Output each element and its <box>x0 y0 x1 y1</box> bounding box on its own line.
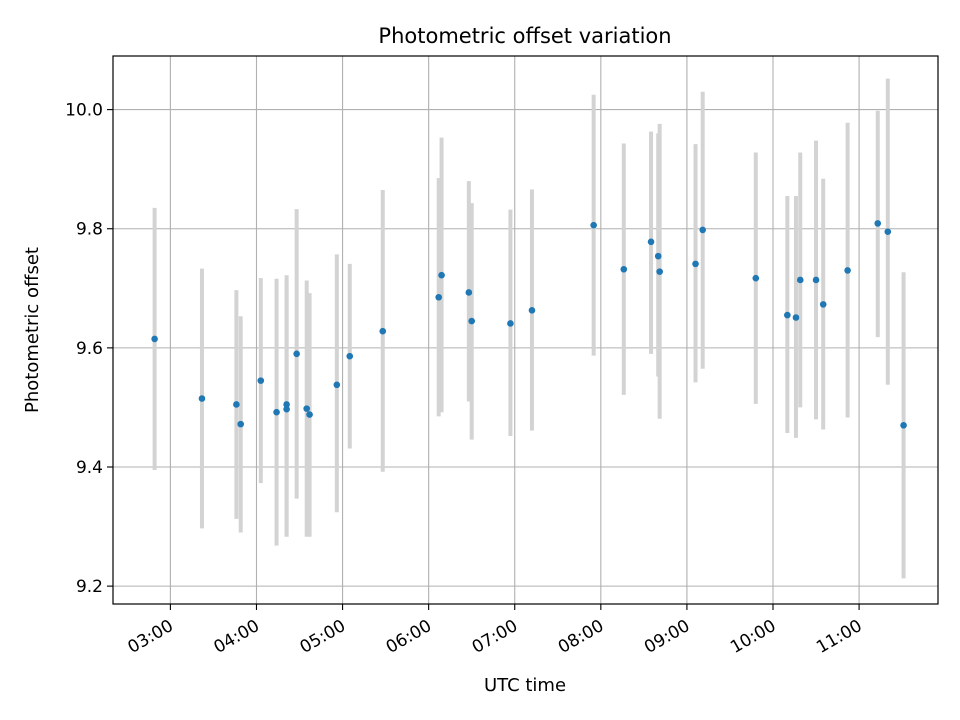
data-point <box>333 381 341 389</box>
data-point <box>237 420 244 428</box>
data-point <box>465 289 473 296</box>
data-point <box>647 238 655 246</box>
data-point <box>819 301 827 308</box>
data-point <box>438 271 445 279</box>
data-points <box>151 220 907 429</box>
y-tick-label: 9.2 <box>76 577 103 597</box>
y-tick-label: 10.0 <box>65 101 103 121</box>
data-point <box>379 327 387 335</box>
data-point <box>620 265 628 273</box>
data-point <box>293 350 300 358</box>
data-point <box>692 260 699 268</box>
data-point <box>198 395 206 402</box>
data-point <box>699 226 706 234</box>
data-point <box>792 314 800 321</box>
data-point <box>233 401 240 408</box>
data-point <box>784 311 791 319</box>
data-point <box>283 401 290 408</box>
data-point <box>654 252 662 260</box>
x-axis-label: UTC time <box>484 675 566 696</box>
data-point <box>796 276 804 284</box>
data-point <box>656 268 663 275</box>
data-point <box>303 405 310 412</box>
data-point <box>283 405 290 413</box>
data-point <box>844 267 851 274</box>
data-point <box>151 335 158 343</box>
data-point <box>306 411 313 418</box>
data-point <box>884 228 892 236</box>
data-point <box>468 317 475 325</box>
data-point <box>507 320 514 327</box>
plot-frame <box>112 55 939 605</box>
data-point <box>435 293 442 301</box>
y-tick-label: 9.6 <box>76 339 103 359</box>
data-point <box>812 276 820 284</box>
data-point <box>257 377 265 384</box>
chart-title: Photometric offset variation <box>378 24 671 48</box>
data-point <box>752 274 760 282</box>
data-point <box>528 307 536 314</box>
grid <box>113 56 938 604</box>
data-point <box>273 408 280 416</box>
y-axis-label: Photometric offset <box>22 247 43 413</box>
data-point <box>590 221 597 229</box>
y-axis-ticks: 9.2 9.4 9.6 9.8 10.0 <box>65 101 113 597</box>
data-point <box>900 422 907 429</box>
data-point <box>874 220 882 227</box>
y-tick-label: 9.4 <box>76 458 103 478</box>
data-point <box>346 352 354 360</box>
y-tick-label: 9.8 <box>76 220 103 240</box>
